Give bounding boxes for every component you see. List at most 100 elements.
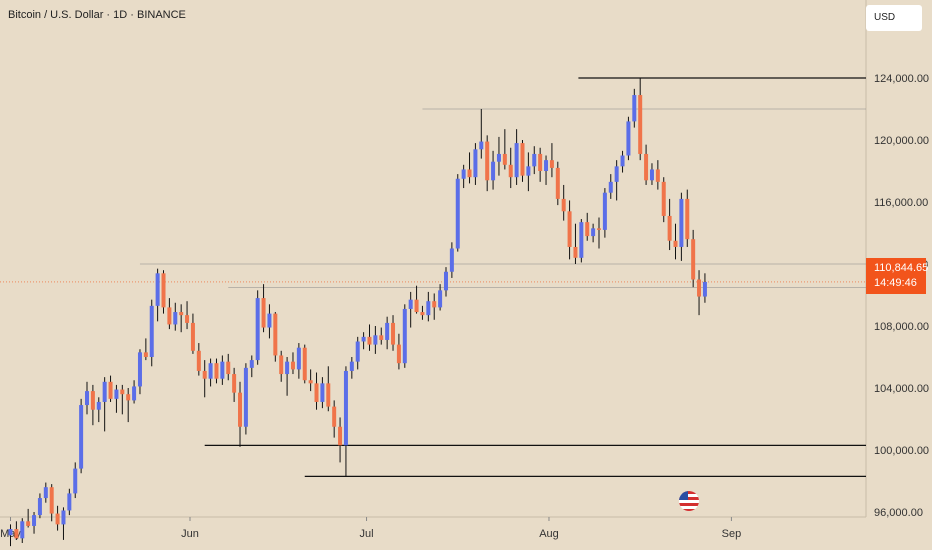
candle-body (349, 361, 354, 371)
candle-body (414, 299, 419, 313)
candle-body (49, 487, 54, 514)
candle-body (14, 529, 19, 539)
candle-body (61, 510, 66, 525)
candle-body (190, 322, 195, 351)
candle-body (473, 149, 478, 178)
candle-body (638, 95, 643, 154)
candle-body (173, 312, 178, 325)
candle-body (702, 281, 707, 297)
candle-body (214, 363, 219, 379)
chart-title: Bitcoin / U.S. Dollar · 1D · BINANCE (8, 9, 186, 21)
candle-body (608, 181, 613, 193)
candle-body (661, 181, 666, 216)
candle-body (585, 222, 590, 237)
candle-body (455, 178, 460, 249)
y-tick-label: 124,000.00 (874, 73, 929, 85)
candle-body (526, 166, 531, 176)
candle-body (167, 307, 172, 325)
candle-body (361, 336, 366, 342)
candle-body (185, 315, 190, 323)
candle-body (438, 290, 443, 308)
candle-body (238, 392, 243, 427)
candle-body (591, 228, 596, 237)
candle-body (320, 383, 325, 402)
candle-body (432, 301, 437, 308)
y-tick-label: 108,000.00 (874, 321, 929, 333)
candle-body (273, 313, 278, 356)
candle-body (402, 308, 407, 364)
candle-body (73, 468, 78, 494)
candle-body (96, 401, 101, 410)
candle-body (626, 121, 631, 156)
y-tick-label: 116,000.00 (874, 197, 928, 209)
candle-body (126, 394, 131, 401)
x-tick-label: Jun (181, 528, 199, 540)
bar-countdown: 14:49:46 (874, 277, 917, 289)
candle-body (108, 381, 113, 399)
y-tick-label: 104,000.00 (874, 383, 929, 395)
candle-body (261, 298, 266, 328)
candle-body (544, 160, 549, 171)
candle-body (691, 239, 696, 280)
candle-body (697, 279, 702, 297)
candle-body (426, 301, 431, 316)
candle-body (43, 487, 48, 499)
candle-body (602, 192, 607, 230)
candle-body (396, 344, 401, 364)
candle-body (520, 143, 525, 176)
candle-body (673, 240, 678, 247)
candle-body (685, 198, 690, 240)
candle-body (296, 347, 301, 370)
candle-body (597, 228, 601, 230)
candle-body (655, 169, 660, 182)
candle-body (679, 198, 684, 247)
candle-body (267, 313, 272, 328)
candle-body (285, 361, 290, 375)
us-flag-icon[interactable] (679, 491, 699, 511)
candle-body (491, 161, 496, 181)
candle-body (255, 298, 260, 361)
candle-body (102, 381, 107, 402)
candle-body (8, 529, 13, 536)
candle-body (620, 155, 625, 167)
candle-body (573, 246, 578, 258)
candle-body (302, 347, 307, 381)
candle-body (532, 153, 537, 167)
candle-body (373, 335, 378, 345)
candle-body (538, 153, 543, 171)
candle-body (485, 141, 490, 181)
candle-body (343, 370, 348, 446)
candle-body (179, 312, 184, 316)
candle-body (32, 515, 37, 526)
candle-body (644, 153, 649, 181)
candle-body (467, 169, 472, 178)
candle-body (667, 215, 672, 241)
candle-body (379, 335, 384, 340)
candle-body (226, 361, 231, 375)
candle-body (290, 361, 295, 370)
x-tick-label: Sep (722, 528, 742, 540)
candle-body (338, 426, 343, 446)
candle-body (391, 322, 396, 345)
candle-body (249, 360, 254, 368)
candle-body (143, 352, 148, 357)
candle-body (508, 164, 513, 178)
candle-body (579, 222, 584, 258)
candle-body (514, 143, 519, 178)
candle-body (196, 350, 201, 371)
candle-body (561, 198, 566, 212)
candle-body (232, 374, 237, 393)
candle-body (408, 299, 413, 309)
candle-body (420, 312, 425, 316)
candle-body (461, 169, 466, 179)
candle-body (243, 367, 248, 427)
candle-body (137, 352, 142, 387)
currency-selector[interactable]: USD (866, 5, 922, 31)
candle-body (449, 248, 454, 272)
candle-body (314, 383, 319, 402)
candle-body (567, 211, 572, 247)
candle-body (114, 389, 119, 399)
x-tick-label: Aug (539, 528, 559, 540)
